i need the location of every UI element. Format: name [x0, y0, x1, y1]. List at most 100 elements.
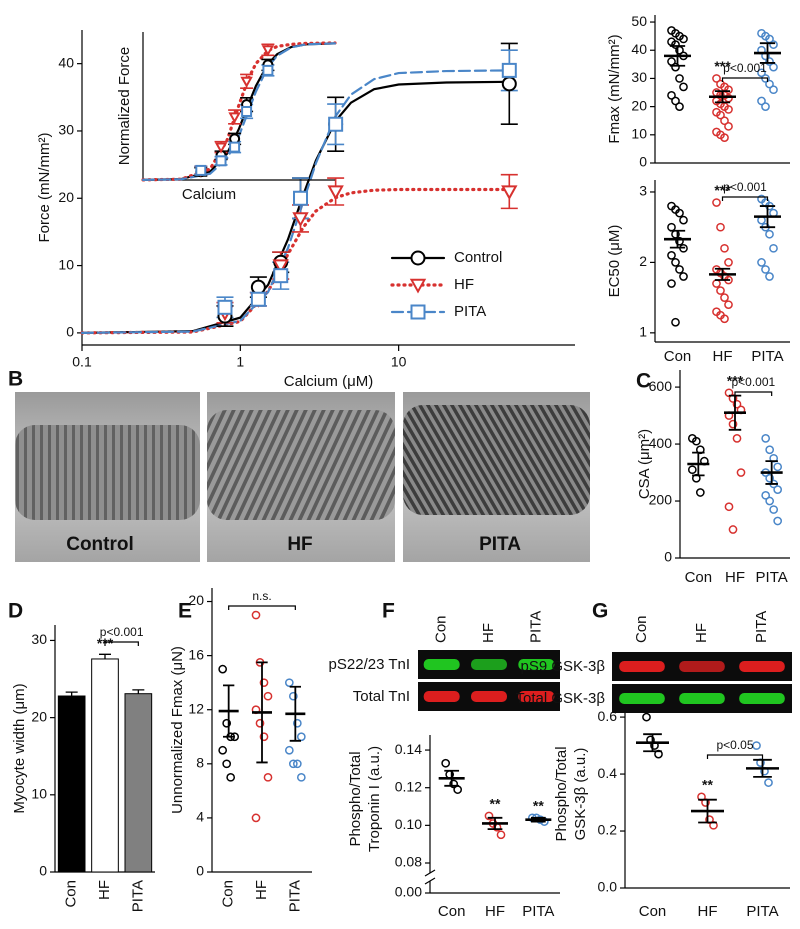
blot-lane-label: PITA [527, 611, 544, 643]
x-tick-label: HF [698, 903, 718, 920]
striations [15, 425, 200, 520]
data-point [496, 830, 506, 840]
x-tick-label: HF [253, 880, 270, 900]
marker [262, 64, 274, 76]
data-point [263, 772, 273, 782]
data-point [679, 82, 688, 92]
y-tick-label: 0.4 [598, 765, 618, 781]
data-point [675, 236, 684, 246]
y-axis-label: Unnormalized Fmax (μN) [169, 646, 186, 814]
blot-band [619, 661, 665, 672]
data-point [222, 718, 232, 728]
data-point [728, 525, 738, 534]
y-axis-label: Troponin I (a.u.) [366, 746, 383, 852]
bar [124, 693, 153, 873]
error-bar [99, 653, 111, 659]
y-tick-label: 10 [631, 126, 647, 142]
sem-bar [753, 758, 772, 778]
data-point [765, 496, 775, 506]
sem-bar [759, 42, 776, 64]
legend-label: PITA [454, 303, 486, 320]
blot-band [518, 659, 555, 670]
data-point [765, 473, 775, 483]
blot-lane-label: HF [480, 623, 497, 643]
sem-bar [669, 45, 686, 67]
y-tick-label: 0.0 [598, 879, 618, 895]
data-point [765, 445, 775, 455]
y-tick-label: 0 [639, 154, 647, 170]
data-point [757, 258, 766, 267]
marker [214, 142, 228, 154]
marker [328, 116, 344, 132]
blot-lane-label: Con [433, 615, 450, 643]
significance: *** [714, 58, 731, 74]
x-tick-label: Con [63, 880, 80, 908]
data-point [667, 251, 676, 260]
y-tick-label: 0.14 [395, 741, 422, 757]
y-tick-label: 30 [58, 122, 74, 138]
x-tick-label: PITA [756, 569, 788, 586]
y-tick-label: 2 [639, 253, 647, 269]
fit-curve [80, 80, 511, 334]
sem-bar [765, 460, 778, 485]
marker [501, 62, 517, 78]
blot-row-label: Total TnI [353, 688, 410, 705]
axis-break [424, 877, 436, 885]
y-tick-label: 200 [649, 492, 673, 508]
data-point [667, 222, 676, 232]
marker [195, 164, 207, 176]
data-point [769, 243, 778, 253]
data-point [773, 516, 783, 526]
significance: ** [533, 798, 544, 814]
sem-bar [698, 798, 717, 824]
data-point [720, 133, 729, 142]
x-tick-label: Con [220, 880, 237, 908]
data-point [728, 419, 738, 429]
y-tick-label: 8 [196, 755, 204, 771]
data-point [687, 465, 697, 475]
data-point [765, 57, 774, 66]
bracket-label: p<0.001 [723, 180, 767, 194]
bracket-label: p<0.001 [100, 625, 144, 639]
blot-lane-label: HF [693, 623, 710, 643]
data-point [732, 434, 742, 443]
blot-band [679, 693, 725, 704]
sem-bar [487, 816, 503, 831]
data-point [769, 85, 778, 95]
y-tick-label: 0 [664, 549, 672, 565]
significance: *** [727, 372, 744, 388]
sem-bar [256, 661, 268, 764]
data-point [764, 778, 773, 787]
data-point [226, 772, 236, 782]
x-tick-label: 10 [391, 354, 407, 370]
y-tick-label: 20 [31, 708, 47, 724]
sem-bar [289, 685, 301, 742]
data-point [679, 215, 688, 225]
x-tick-label: 1 [236, 354, 244, 370]
legend-label: HF [454, 276, 474, 293]
sem-bar [714, 267, 731, 281]
marker [250, 291, 266, 307]
data-point [724, 85, 733, 95]
marker [327, 185, 344, 201]
data-point [761, 265, 770, 274]
marker [409, 278, 427, 294]
striations [207, 410, 395, 520]
data-point [773, 462, 783, 472]
y-tick-label: 40 [631, 41, 647, 57]
data-point [292, 718, 302, 728]
x-tick-label: PITA [746, 903, 778, 920]
data-point [671, 40, 680, 49]
striations [403, 405, 590, 515]
data-point [675, 102, 684, 111]
significance: ** [490, 796, 501, 812]
data-point [765, 229, 774, 239]
data-point [642, 712, 651, 722]
blot-band [423, 659, 460, 670]
data-point [716, 222, 725, 232]
y-tick-label: 0.00 [395, 884, 422, 900]
y-tick-label: 600 [649, 378, 673, 394]
y-axis-label: Fmax (mN/mm²) [606, 34, 623, 143]
panel-letter: B [8, 368, 23, 391]
bracket-label: p<0.05 [716, 738, 753, 752]
